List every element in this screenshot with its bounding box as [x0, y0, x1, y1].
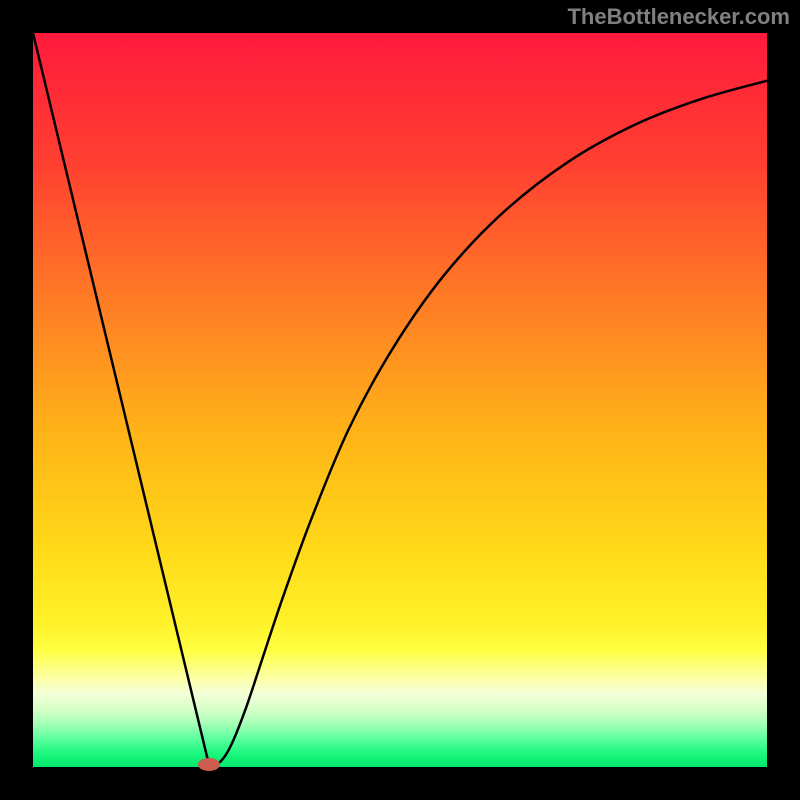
plot-area: [33, 33, 767, 767]
chart-container: TheBottlenecker.com: [0, 0, 800, 800]
minimum-marker: [198, 758, 220, 771]
bottleneck-curve: [33, 33, 767, 766]
watermark-text: TheBottlenecker.com: [567, 4, 790, 30]
curve-overlay: [33, 33, 767, 767]
